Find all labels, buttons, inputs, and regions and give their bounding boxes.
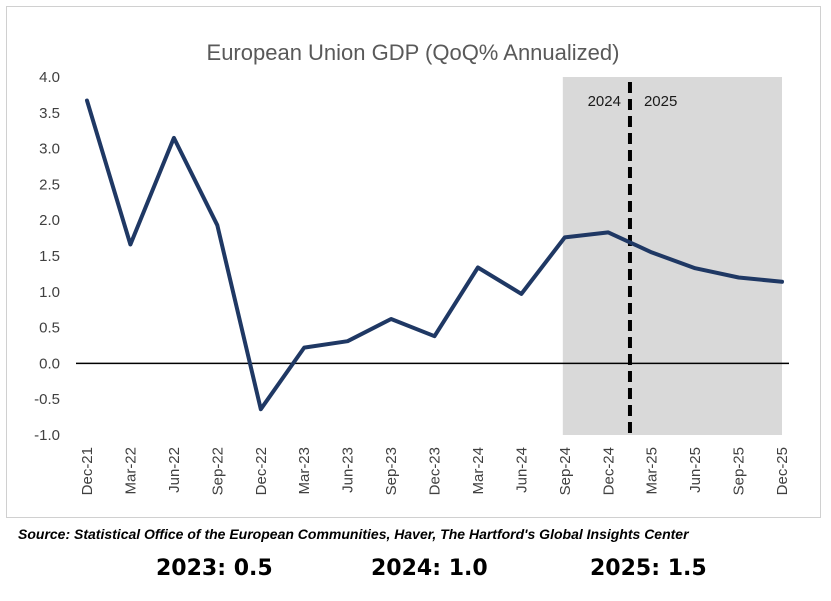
y-tick-label: 2.0 [39,212,60,229]
y-tick-label: -1.0 [34,427,60,444]
x-tick-label: Dec-25 [774,447,791,495]
x-tick-label: Mar-22 [122,447,139,495]
annual-2025: 2025: 1.5 [590,556,707,581]
series-line [85,98,784,412]
y-tick-label: 1.5 [39,248,60,265]
x-axis: Dec-21 Mar-22 Jun-22 Sep-22 Dec-22 Mar-23 Jun-… [79,447,791,495]
gdp-line-chart: 4.0 3.5 3.0 2.5 2.0 1.5 1.0 0.5 0.0 -0.5 -1.0 Dec-… [34,40,791,495]
x-tick-label: Sep-25 [731,447,748,495]
x-tick-label: Dec-23 [427,447,444,495]
x-tick-label: Jun-25 [687,447,704,493]
divider-left-year-label: 2024 [588,93,621,110]
annual-2023: 2023: 0.5 [156,556,273,581]
y-tick-label: 2.5 [39,176,60,193]
source-note: Source: Statistical Office of the Europe… [18,526,689,542]
divider-right-year-label: 2025 [644,93,677,110]
y-tick-label: 0.0 [39,355,60,372]
forecast-shaded-region [562,77,782,435]
x-tick-label: Jun-22 [166,447,183,493]
y-tick-label: -0.5 [34,391,60,408]
y-tick-label: 1.0 [39,284,60,301]
x-tick-label: Mar-25 [644,447,661,495]
x-tick-label: Dec-21 [79,447,96,495]
y-axis: 4.0 3.5 3.0 2.5 2.0 1.5 1.0 0.5 0.0 -0.5 -1.0 [34,69,60,444]
y-tick-label: 4.0 [39,69,60,86]
x-tick-label: Mar-24 [470,447,487,495]
y-tick-label: 3.0 [39,141,60,158]
x-tick-label: Sep-22 [209,447,226,495]
x-tick-label: Sep-23 [383,447,400,495]
chart-title: European Union GDP (QoQ% Annualized) [207,40,620,65]
y-tick-label: 0.5 [39,320,60,337]
y-tick-label: 3.5 [39,105,60,122]
x-tick-label: Jun-24 [513,447,530,493]
x-tick-label: Mar-23 [296,447,313,495]
x-tick-label: Dec-22 [253,447,270,495]
annual-2024: 2024: 1.0 [371,556,488,581]
x-tick-label: Dec-24 [600,447,617,495]
x-tick-label: Sep-24 [557,447,574,495]
x-tick-label: Jun-23 [340,447,357,493]
